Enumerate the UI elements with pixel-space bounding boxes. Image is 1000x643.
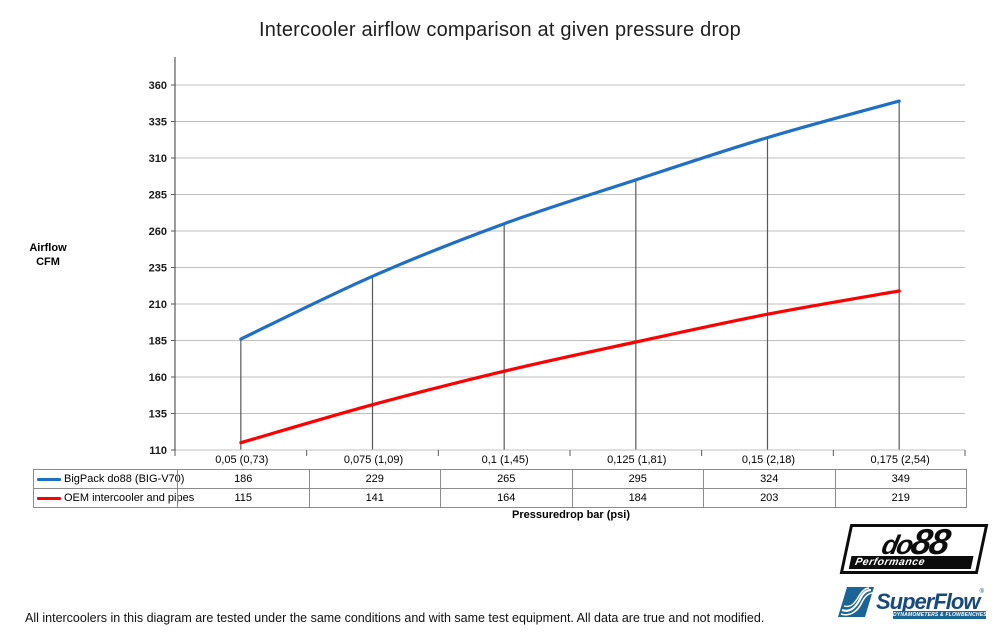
value-cell: 219	[834, 489, 967, 507]
category-label: 0,15 (2,18)	[741, 453, 796, 466]
table-row: OEM intercooler and pipes 115 141 164 184 203…	[33, 488, 967, 508]
y-tick-label: 310	[149, 153, 167, 165]
do88-tagline: Performance	[848, 556, 974, 569]
y-axis-title-line1: Airflow	[29, 242, 67, 254]
superflow-wordmark: SuperFlow®	[876, 589, 984, 615]
series-legend-cell: BigPack do88 (BIG-V70)	[34, 470, 184, 488]
y-axis-title: Airflow CFM	[18, 241, 78, 269]
value-cell: 203	[703, 489, 835, 507]
series-line	[239, 289, 901, 445]
superflow-tagline: DYNAMOMETERS & FLOWBENCHES	[893, 611, 987, 619]
category-label: 0,05 (0,73)	[215, 453, 269, 466]
y-tick-label: 135	[149, 409, 167, 421]
value-cell: 324	[703, 470, 835, 488]
value-cell: 229	[308, 470, 441, 488]
y-tick-label: 185	[149, 336, 167, 348]
value-cell: 164	[440, 489, 572, 507]
y-tick-label: 210	[149, 299, 167, 311]
value-cell: 141	[308, 489, 441, 507]
x-axis-title: Pressuredrop bar (psi)	[512, 509, 630, 521]
value-cell: 295	[571, 470, 704, 488]
legend-key-line	[37, 496, 61, 500]
y-tick-label: 285	[149, 190, 167, 202]
footer-note: All intercoolers in this diagram are tes…	[25, 611, 765, 625]
series-name: BigPack do88 (BIG-V70)	[64, 473, 185, 485]
series-legend-cell: OEM intercooler and pipes	[34, 489, 194, 507]
series-name: OEM intercooler and pipes	[64, 492, 195, 504]
value-cell: 349	[834, 470, 967, 488]
category-label: 0,125 (1,81)	[607, 453, 667, 466]
do88-logo: do88 Performance	[839, 521, 989, 574]
superflow-wave-icon	[838, 587, 874, 617]
series-line	[239, 99, 901, 341]
superflow-registered-mark: ®	[979, 589, 984, 595]
value-cell: 184	[571, 489, 704, 507]
chart-title: Intercooler airflow comparison at given …	[259, 19, 741, 41]
y-axis-title-line2: CFM	[36, 256, 60, 268]
value-cell: 115	[177, 489, 309, 507]
legend-key-line	[37, 477, 61, 481]
value-cell: 265	[440, 470, 572, 488]
y-tick-label: 335	[149, 117, 167, 129]
chart-data-table: 0,05 (0,73) 0,075 (1,09) 0,1 (1,45) 0,125 (…	[33, 450, 967, 508]
y-tick-label: 360	[149, 80, 167, 92]
category-label: 0,075 (1,09)	[343, 453, 404, 466]
category-label: 0,1 (1,45)	[481, 453, 529, 466]
superflow-logo: SuperFlow® DYNAMOMETERS & FLOWBENCHES	[838, 587, 988, 623]
y-tick-label: 260	[149, 226, 167, 238]
category-label: 0,175 (2,54)	[870, 453, 930, 466]
category-label-row: 0,05 (0,73) 0,075 (1,09) 0,1 (1,45) 0,125 (…	[33, 450, 967, 469]
y-tick-label: 235	[149, 263, 167, 275]
y-tick-label: 160	[149, 372, 167, 384]
value-cell: 186	[177, 470, 309, 488]
table-row: BigPack do88 (BIG-V70) 186 229 265 295 324 349	[33, 469, 967, 489]
y-tick-label: 110	[149, 445, 167, 457]
superflow-wordmark-text: SuperFlow	[876, 589, 980, 614]
